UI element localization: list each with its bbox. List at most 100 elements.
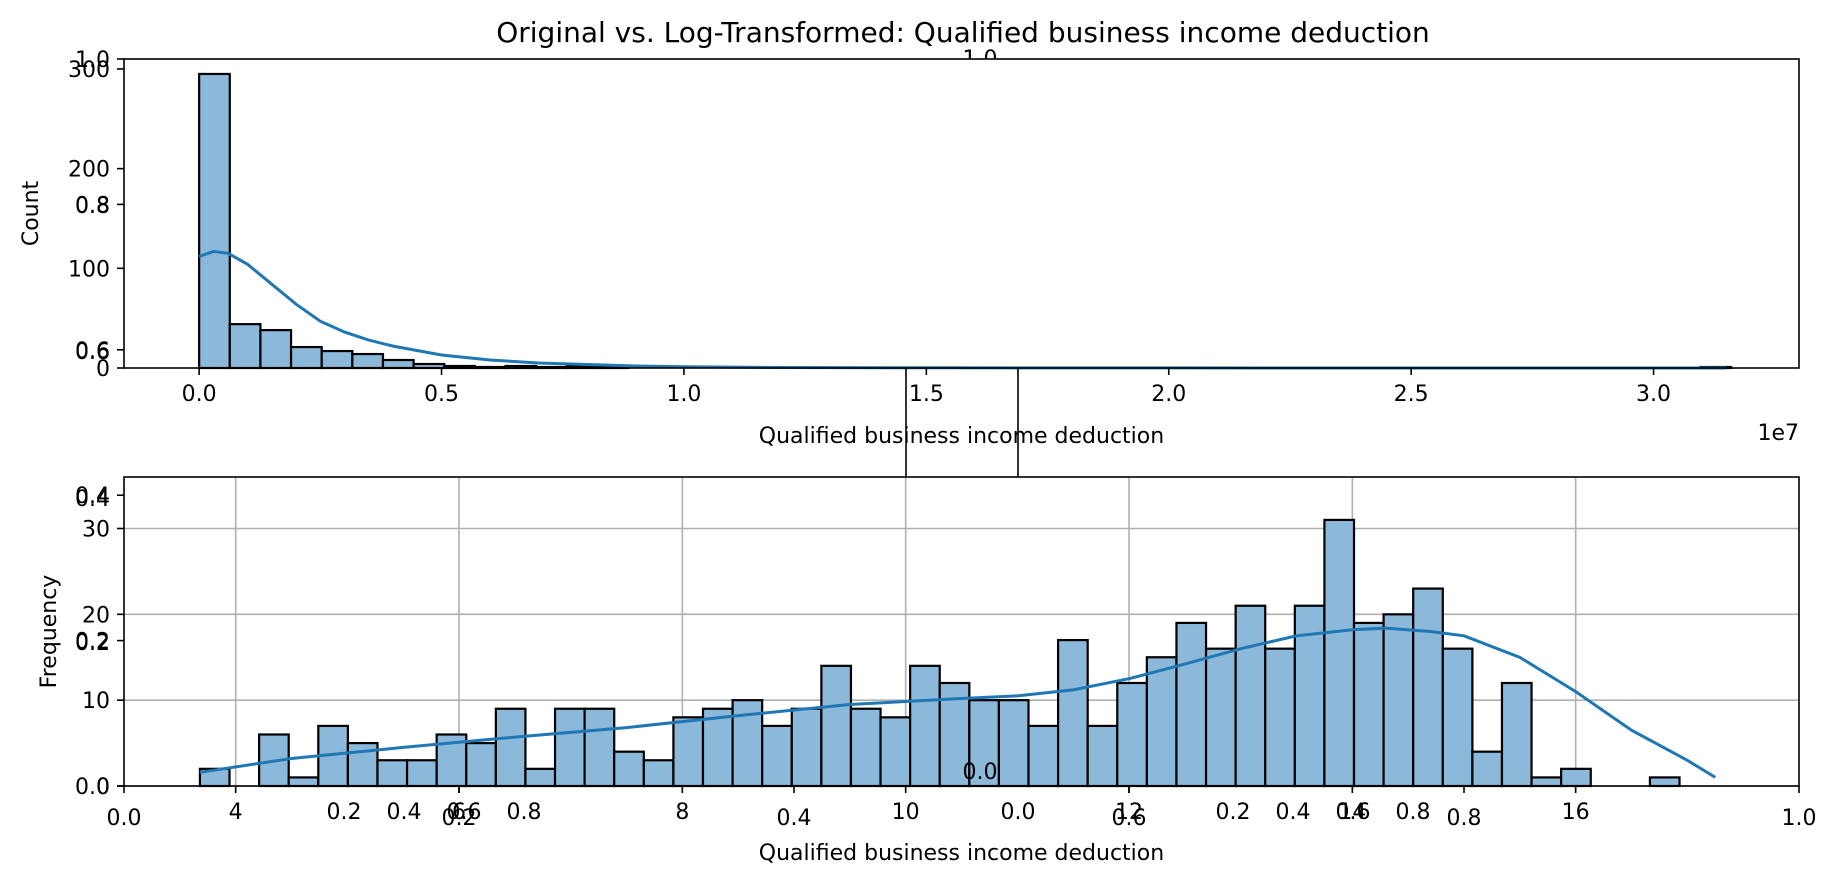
histogram-bar bbox=[642, 759, 675, 788]
histogram-bar bbox=[1382, 613, 1415, 788]
bg-ytick-label: 0.4 bbox=[75, 484, 110, 509]
histogram-bar bbox=[465, 741, 497, 788]
bg-ytick-label: 0.8 bbox=[75, 193, 110, 218]
histogram-bar bbox=[289, 345, 323, 370]
histogram-bar bbox=[320, 349, 354, 370]
histogram-bar bbox=[1086, 724, 1119, 788]
xtick-label: 10 bbox=[892, 800, 920, 825]
xtick-label: 0.0 bbox=[182, 382, 217, 407]
histogram-bar bbox=[494, 707, 527, 788]
xtick-label: 1.0 bbox=[666, 382, 701, 407]
bg2-center-label: 0.0 bbox=[1001, 800, 1036, 825]
histogram-bar bbox=[1648, 776, 1681, 788]
ytick-label: 0 bbox=[96, 775, 110, 800]
histogram-bar bbox=[1471, 750, 1504, 788]
bg2-center-label: 0.0 bbox=[963, 760, 998, 785]
histogram-bar bbox=[1560, 767, 1592, 788]
bg-xtick-label: 1.0 bbox=[1782, 806, 1817, 831]
bg-ytick-label: 1.0 bbox=[75, 48, 110, 73]
histogram-bar bbox=[259, 329, 293, 370]
bg2-xtick-label: 0.2 bbox=[327, 800, 362, 825]
histogram-bar bbox=[228, 323, 262, 370]
histogram-bar bbox=[672, 716, 705, 788]
histogram-bar bbox=[909, 664, 941, 788]
ytick-label: 0 bbox=[96, 357, 110, 382]
xtick-label: 3.0 bbox=[1636, 382, 1671, 407]
histogram-bar bbox=[381, 358, 415, 370]
y-axis-label: Frequency bbox=[37, 575, 62, 689]
xtick-label: 1.5 bbox=[909, 382, 944, 407]
y-axis-label: Count bbox=[19, 180, 44, 246]
histogram-bar bbox=[1530, 776, 1563, 788]
bg2-xtick-label: 0.8 bbox=[507, 800, 542, 825]
histogram-bar bbox=[1500, 681, 1533, 788]
xtick-label: 2.5 bbox=[1394, 382, 1429, 407]
xtick-label: 8 bbox=[675, 800, 689, 825]
histogram-bar bbox=[1116, 681, 1148, 788]
histogram-bar bbox=[761, 724, 793, 788]
histogram-bar bbox=[583, 707, 616, 788]
ytick-label: 200 bbox=[68, 158, 110, 183]
ytick-label: 20 bbox=[82, 603, 110, 628]
bg2-xtick-label: 0.6 bbox=[1336, 800, 1371, 825]
axes-frame bbox=[123, 58, 1800, 369]
histogram-bar bbox=[997, 699, 1030, 788]
original-histogram-axes: 0.0 0.5 1.0 1.5 2.0 2.5 3.0 0 100 200 300 Qualified… bbox=[19, 58, 1800, 477]
xtick-label: 6 bbox=[452, 800, 466, 825]
histogram-bar bbox=[524, 767, 557, 788]
histogram-bar bbox=[351, 352, 385, 370]
xtick-label: 4 bbox=[229, 800, 243, 825]
histogram-bar bbox=[1323, 518, 1356, 788]
log-histogram-axes: 4 6 8 10 12 14 16 0 10 20 30 Qualified business inc… bbox=[37, 194, 1800, 866]
bg-xtick-label: 0.0 bbox=[107, 806, 142, 831]
histogram-bar bbox=[701, 707, 734, 788]
histogram-bar bbox=[613, 750, 645, 788]
x-axis-label: Qualified business income deduction bbox=[759, 424, 1164, 449]
bg-ytick-label: 0.2 bbox=[75, 630, 110, 655]
histogram-bar bbox=[1441, 647, 1474, 788]
histogram-bar bbox=[1264, 647, 1296, 788]
bg2-ytick-label: 0.2 bbox=[75, 631, 110, 656]
ytick-label: 30 bbox=[82, 518, 110, 543]
bg-xtick-label: 0.6 bbox=[1112, 806, 1147, 831]
ytick-label: 10 bbox=[82, 689, 110, 714]
ytick-label: 100 bbox=[68, 257, 110, 282]
bg2-ytick-label: 0.4 bbox=[75, 487, 110, 512]
x-axis-label: Qualified business income deduction bbox=[759, 841, 1164, 866]
figure-title: Original vs. Log-Transformed: Qualified … bbox=[496, 16, 1430, 49]
histogram-bar bbox=[198, 72, 231, 370]
axes-background bbox=[124, 59, 1799, 368]
bg2-xtick-label: 0.4 bbox=[387, 800, 422, 825]
histogram-bar bbox=[1175, 621, 1208, 788]
bg-xtick-label: 0.8 bbox=[1447, 806, 1482, 831]
bg2-ytick-label: 0.8 bbox=[75, 194, 110, 219]
bg-ytick-label: 0.6 bbox=[75, 339, 110, 364]
bg-xtick-label: 0.4 bbox=[777, 806, 812, 831]
bg2-xtick-label: 0.6 bbox=[447, 800, 482, 825]
histogram-bar bbox=[553, 707, 586, 788]
histogram-bar bbox=[879, 716, 912, 788]
xtick-label: 12 bbox=[1115, 800, 1143, 825]
histogram-bar bbox=[1145, 656, 1178, 788]
xtick-label: 14 bbox=[1338, 800, 1366, 825]
histogram-bar bbox=[1056, 638, 1089, 788]
bg-xtick-label: 0.2 bbox=[442, 806, 477, 831]
kde-line bbox=[199, 626, 1717, 779]
histogram-bar bbox=[790, 707, 823, 788]
bg2-xtick-label: 0.2 bbox=[1216, 800, 1251, 825]
bg-ytick-label: 0.0 bbox=[75, 775, 110, 800]
xtick-label: 0.5 bbox=[424, 382, 459, 407]
bg2-xtick-label: 0.4 bbox=[1276, 800, 1311, 825]
xtick-label: 16 bbox=[1562, 800, 1590, 825]
histogram-bar bbox=[1412, 587, 1444, 788]
axes-frame bbox=[123, 476, 1800, 787]
histogram-bar bbox=[1352, 621, 1385, 788]
histogram-bar bbox=[376, 759, 409, 788]
bg2-ytick-label: 0.6 bbox=[75, 340, 110, 365]
ytick-label: 300 bbox=[68, 58, 110, 83]
histogram-bar bbox=[820, 664, 853, 788]
bg2-xtick-label: 0.8 bbox=[1396, 800, 1431, 825]
histogram-bar bbox=[1204, 647, 1237, 788]
xtick-label: 2.0 bbox=[1151, 382, 1186, 407]
